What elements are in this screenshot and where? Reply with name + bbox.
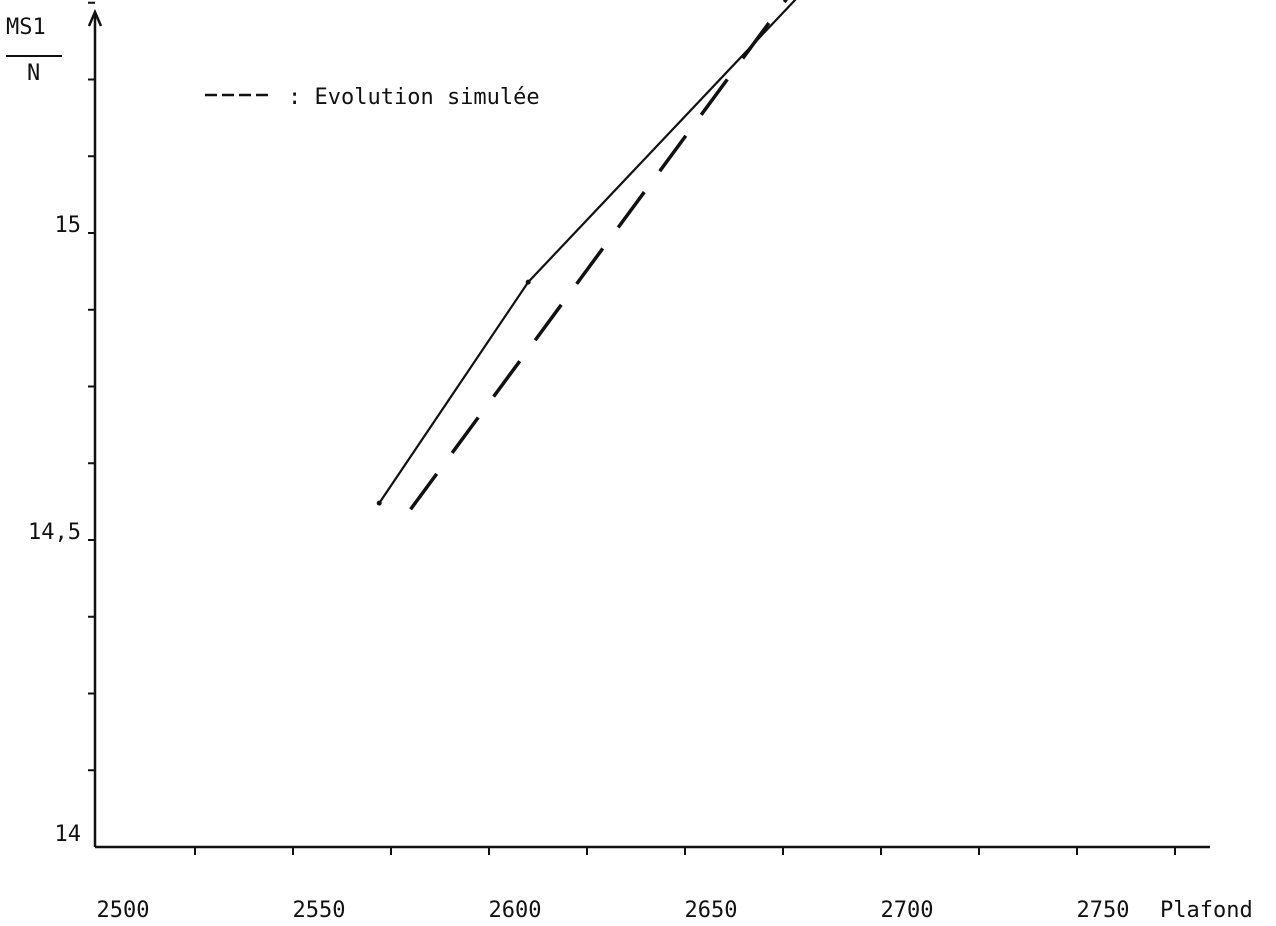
- y-tick-label: 14: [55, 822, 82, 847]
- x-tick-label: 2550: [293, 898, 346, 923]
- series-layer: [376, 0, 797, 511]
- x-tick-label: 2600: [489, 898, 542, 923]
- y-label-denominator: N: [27, 61, 40, 86]
- axis-labels: MS1 N Plafond: [6, 15, 1253, 923]
- y-axis-arrow: [87, 8, 103, 27]
- x-tick-label: 2750: [1077, 898, 1130, 923]
- x-tick-label: 2500: [97, 898, 150, 923]
- series-line-simulated: [409, 0, 788, 511]
- x-tick-label: 2700: [881, 898, 934, 923]
- legend-text: : Evolution simulée: [288, 85, 540, 110]
- series-point: [376, 500, 382, 506]
- series-line-observed: [378, 0, 797, 504]
- y-tick-label: 15: [55, 213, 82, 238]
- y-label-numerator: MS1: [6, 15, 46, 40]
- y-tick-label: 14,5: [28, 520, 81, 545]
- series-point: [525, 279, 531, 285]
- legend: : Evolution simulée: [205, 85, 540, 110]
- x-tick-label: 2650: [685, 898, 738, 923]
- x-axis-label: Plafond: [1160, 898, 1253, 923]
